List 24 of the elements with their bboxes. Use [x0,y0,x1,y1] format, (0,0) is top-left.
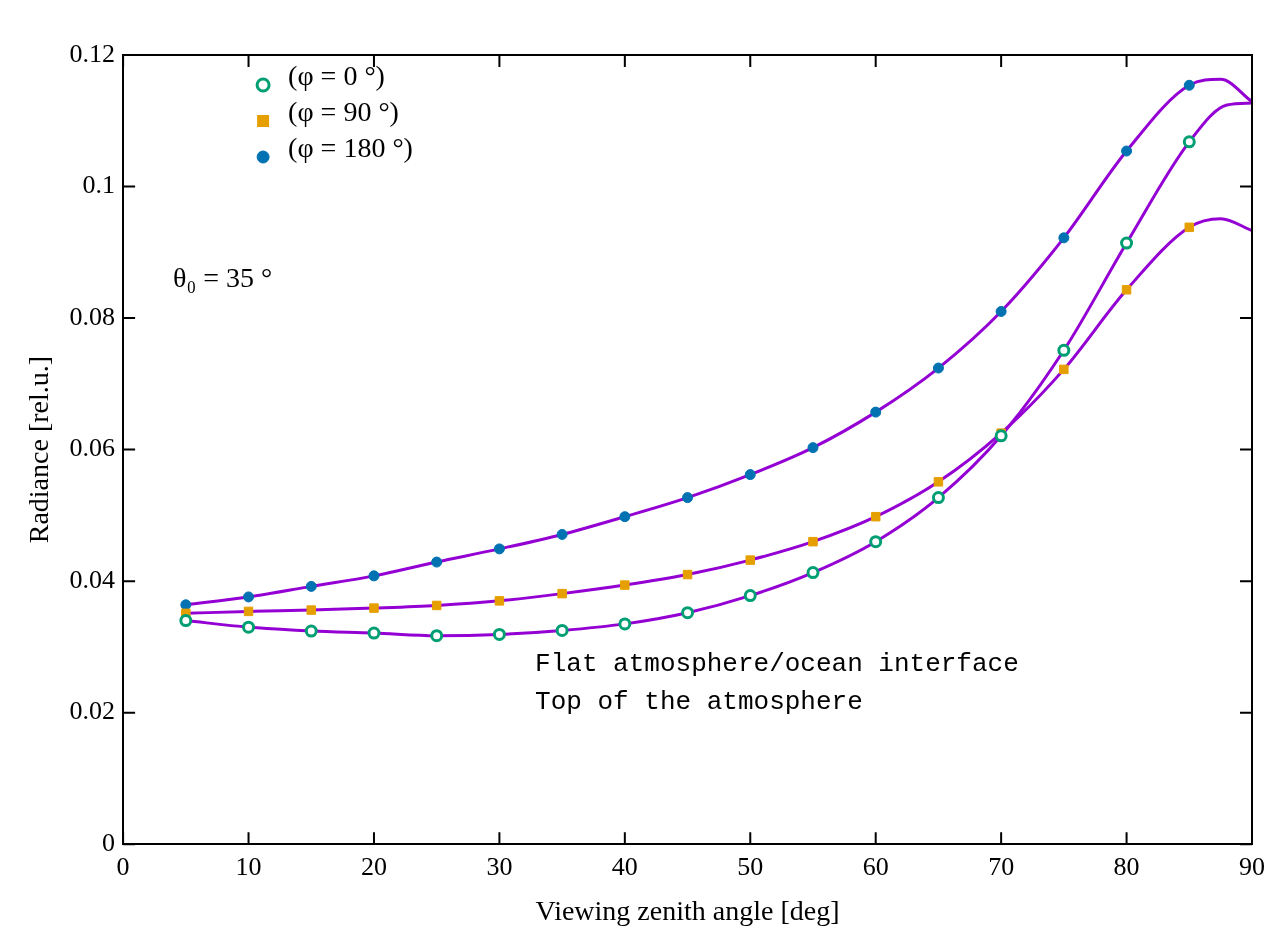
y-tick-label: 0 [102,828,116,858]
y-tick-label: 0.06 [69,433,116,463]
annotation: θ₀ = 35 ° [173,262,273,294]
legend-label: (φ = 90 °) [288,96,399,127]
x-tick-label: 90 [1239,851,1265,881]
x-tick-label: 30 [486,851,513,881]
x-axis-title: Viewing zenith angle [deg] [535,894,840,926]
x-tick-label: 70 [988,851,1015,881]
legend-label: (φ = 180 °) [288,132,413,163]
y-tick-label: 0.04 [69,564,116,594]
y-tick-label: 0.12 [69,38,116,68]
y-tick-label: 0.08 [69,301,116,331]
x-tick-label: 80 [1113,851,1140,881]
legend-label: (φ = 0 °) [288,60,385,91]
y-tick-label: 0.02 [69,696,116,726]
x-tick-label: 50 [737,851,764,881]
annotation: Flat atmosphere/ocean interface [535,649,1019,680]
annotation: Top of the atmosphere [535,687,863,718]
x-tick-label: 10 [235,851,262,881]
y-tick-label: 0.1 [82,170,116,200]
y-axis-title: Radiance [rel.u.] [23,355,55,544]
x-tick-label: 60 [862,851,889,881]
x-tick-label: 20 [360,851,387,881]
x-tick-label: 40 [611,851,638,881]
